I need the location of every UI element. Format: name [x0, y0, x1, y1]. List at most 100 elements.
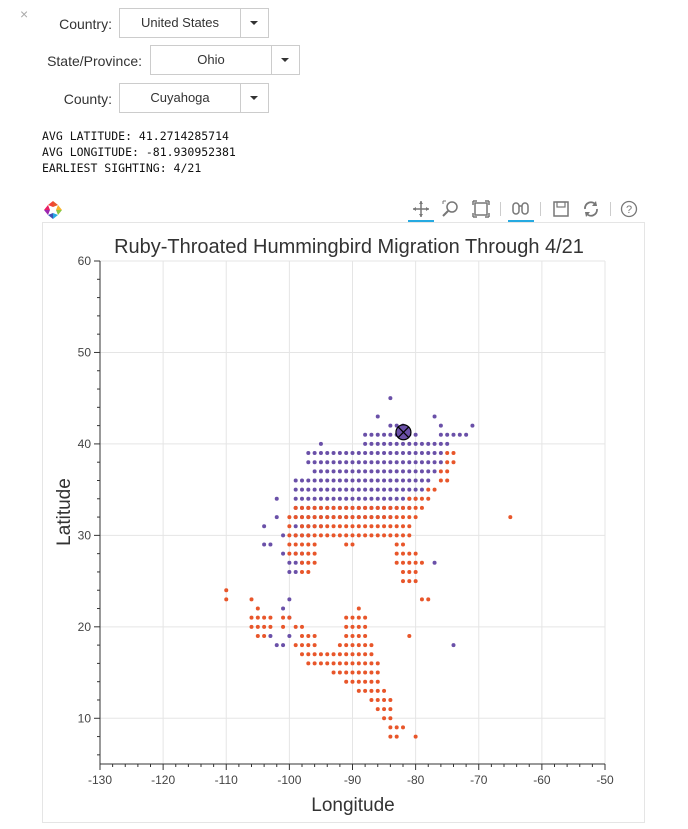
- sighting-point[interactable]: [331, 469, 336, 474]
- sighting-point[interactable]: [331, 661, 336, 666]
- sighting-point[interactable]: [401, 524, 405, 529]
- sighting-point[interactable]: [363, 478, 368, 483]
- sighting-point[interactable]: [451, 643, 456, 648]
- sighting-point[interactable]: [388, 524, 393, 529]
- sighting-point[interactable]: [312, 469, 317, 474]
- sighting-point[interactable]: [388, 496, 393, 501]
- sighting-point[interactable]: [300, 624, 304, 629]
- sighting-point[interactable]: [375, 451, 380, 456]
- sighting-point[interactable]: [337, 460, 342, 465]
- reset-tool[interactable]: [578, 196, 604, 222]
- sighting-point[interactable]: [287, 524, 292, 529]
- sighting-point[interactable]: [255, 633, 260, 638]
- sighting-point[interactable]: [331, 451, 336, 456]
- sighting-point[interactable]: [363, 524, 368, 529]
- sighting-point[interactable]: [344, 524, 349, 529]
- sighting-point[interactable]: [413, 487, 418, 492]
- sighting-point[interactable]: [356, 496, 361, 501]
- sighting-point[interactable]: [388, 478, 393, 483]
- sighting-point[interactable]: [337, 643, 342, 648]
- sighting-point[interactable]: [369, 487, 374, 492]
- sighting-point[interactable]: [413, 451, 418, 456]
- sighting-point[interactable]: [331, 478, 336, 483]
- sighting-point[interactable]: [262, 624, 267, 629]
- sighting-point[interactable]: [344, 542, 349, 547]
- sighting-point[interactable]: [356, 478, 361, 483]
- sighting-point[interactable]: [419, 560, 424, 565]
- sighting-point[interactable]: [268, 624, 273, 629]
- sighting-point[interactable]: [401, 487, 405, 492]
- sighting-point[interactable]: [344, 496, 349, 501]
- sighting-point[interactable]: [375, 478, 380, 483]
- sighting-point[interactable]: [300, 652, 304, 657]
- sighting-point[interactable]: [363, 652, 368, 657]
- sighting-point[interactable]: [300, 633, 304, 638]
- sighting-point[interactable]: [382, 533, 387, 538]
- sighting-point[interactable]: [318, 496, 323, 501]
- sighting-point[interactable]: [331, 460, 336, 465]
- sighting-point[interactable]: [337, 505, 342, 510]
- sighting-point[interactable]: [306, 551, 311, 556]
- sighting-point[interactable]: [401, 505, 405, 510]
- sighting-point[interactable]: [426, 487, 431, 492]
- sighting-point[interactable]: [382, 707, 387, 712]
- sighting-point[interactable]: [369, 670, 374, 675]
- sighting-point[interactable]: [375, 533, 380, 538]
- sighting-point[interactable]: [382, 478, 387, 483]
- sighting-point[interactable]: [401, 460, 405, 465]
- sighting-point[interactable]: [451, 451, 456, 456]
- sighting-point[interactable]: [375, 670, 380, 675]
- sighting-point[interactable]: [401, 515, 405, 520]
- sighting-point[interactable]: [401, 496, 405, 501]
- sighting-point[interactable]: [281, 551, 286, 556]
- sighting-point[interactable]: [388, 505, 393, 510]
- sighting-point[interactable]: [274, 496, 279, 501]
- sighting-point[interactable]: [375, 496, 380, 501]
- sighting-point[interactable]: [363, 643, 368, 648]
- sighting-point[interactable]: [325, 451, 330, 456]
- sighting-point[interactable]: [331, 515, 336, 520]
- sighting-point[interactable]: [401, 441, 405, 446]
- sighting-point[interactable]: [318, 505, 323, 510]
- sighting-point[interactable]: [300, 560, 304, 565]
- chevron-down-icon[interactable]: [240, 9, 268, 37]
- wheel-zoom-tool[interactable]: [438, 196, 464, 222]
- sighting-point[interactable]: [350, 478, 355, 483]
- average-location-marker[interactable]: [395, 424, 412, 441]
- sighting-point[interactable]: [350, 624, 355, 629]
- sighting-point[interactable]: [293, 505, 298, 510]
- sighting-point[interactable]: [255, 615, 260, 620]
- sighting-point[interactable]: [281, 533, 286, 538]
- sighting-point[interactable]: [312, 560, 317, 565]
- sighting-point[interactable]: [369, 451, 374, 456]
- sighting-point[interactable]: [331, 524, 336, 529]
- sighting-point[interactable]: [419, 451, 424, 456]
- sighting-point[interactable]: [293, 524, 298, 529]
- sighting-point[interactable]: [293, 515, 298, 520]
- sighting-point[interactable]: [407, 515, 412, 520]
- sighting-point[interactable]: [312, 460, 317, 465]
- sighting-point[interactable]: [375, 414, 380, 419]
- sighting-point[interactable]: [312, 643, 317, 648]
- sighting-point[interactable]: [369, 469, 374, 474]
- sighting-point[interactable]: [445, 451, 450, 456]
- sighting-point[interactable]: [394, 460, 399, 465]
- sighting-point[interactable]: [249, 615, 254, 620]
- county-select[interactable]: Cuyahoga: [119, 83, 269, 113]
- sighting-point[interactable]: [394, 451, 399, 456]
- sighting-point[interactable]: [413, 579, 418, 584]
- sighting-point[interactable]: [388, 515, 393, 520]
- sighting-point[interactable]: [300, 505, 304, 510]
- sighting-point[interactable]: [369, 432, 374, 437]
- sighting-point[interactable]: [306, 542, 311, 547]
- sighting-point[interactable]: [306, 478, 311, 483]
- sighting-point[interactable]: [306, 633, 311, 638]
- sighting-point[interactable]: [363, 624, 368, 629]
- sighting-point[interactable]: [375, 661, 380, 666]
- sighting-point[interactable]: [369, 643, 374, 648]
- sighting-point[interactable]: [268, 615, 273, 620]
- sighting-point[interactable]: [419, 496, 424, 501]
- sighting-point[interactable]: [312, 505, 317, 510]
- sighting-point[interactable]: [344, 615, 349, 620]
- sighting-point[interactable]: [382, 505, 387, 510]
